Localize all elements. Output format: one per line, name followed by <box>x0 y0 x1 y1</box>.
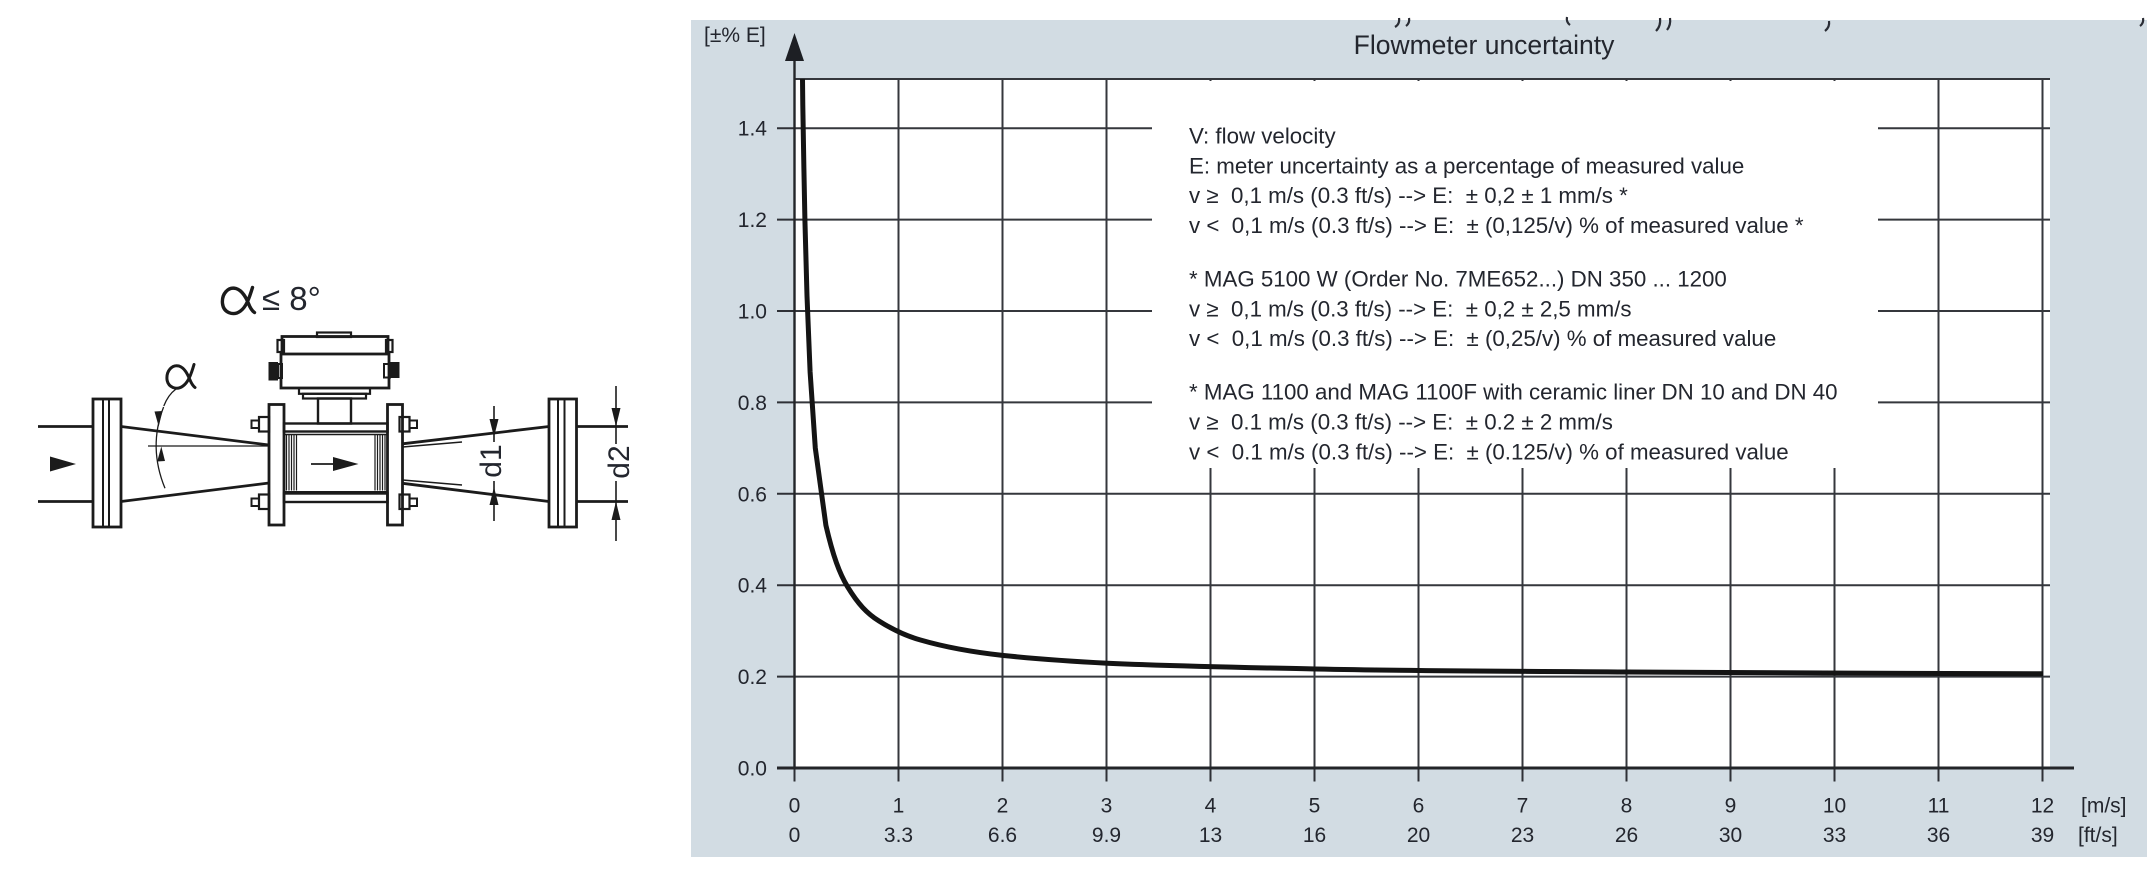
svg-text:6: 6 <box>1413 795 1425 818</box>
svg-text:0.4: 0.4 <box>738 575 768 598</box>
svg-text:0.0: 0.0 <box>738 758 767 781</box>
svg-text:1.2: 1.2 <box>738 209 767 232</box>
svg-text:v < 0.1 m/s (0.3 ft/s) --> E:: v < 0.1 m/s (0.3 ft/s) --> E: ± (0.125/v… <box>1189 439 1789 464</box>
svg-text:0.6: 0.6 <box>738 483 767 506</box>
svg-text:* MAG 1100 and MAG 1100F with: * MAG 1100 and MAG 1100F with ceramic li… <box>1189 380 1838 405</box>
svg-text:36: 36 <box>1927 824 1950 847</box>
svg-text:[ft/s]: [ft/s] <box>2078 824 2118 847</box>
svg-text:4: 4 <box>1205 795 1217 818</box>
svg-text:5: 5 <box>1309 795 1321 818</box>
svg-text:3.3: 3.3 <box>884 824 913 847</box>
svg-text:0: 0 <box>789 824 801 847</box>
svg-text:d2: d2 <box>603 445 636 478</box>
svg-text:7: 7 <box>1517 795 1529 818</box>
svg-text:V: flow velocity: V: flow velocity <box>1189 124 1336 149</box>
svg-text:30: 30 <box>1719 824 1742 847</box>
svg-text:Flowmeter uncertainty: Flowmeter uncertainty <box>1354 30 1615 60</box>
svg-text:1: 1 <box>893 795 905 818</box>
svg-text:20: 20 <box>1407 824 1430 847</box>
svg-text:v ≥ 0,1 m/s (0.3 ft/s) --> E:: v ≥ 0,1 m/s (0.3 ft/s) --> E: ± 0,2 ± 1 … <box>1189 183 1628 208</box>
svg-text:[m/s]: [m/s] <box>2081 795 2127 818</box>
svg-text:10: 10 <box>1823 795 1846 818</box>
svg-text:16: 16 <box>1303 824 1326 847</box>
svg-text:9.9: 9.9 <box>1092 824 1121 847</box>
svg-text:0.2: 0.2 <box>738 666 767 689</box>
svg-text:13: 13 <box>1199 824 1222 847</box>
svg-text:8: 8 <box>1621 795 1633 818</box>
svg-text:v ≥ 0.1 m/s (0.3 ft/s) --> E:: v ≥ 0.1 m/s (0.3 ft/s) --> E: ± 0.2 ± 2 … <box>1189 410 1613 435</box>
svg-text:9: 9 <box>1725 795 1737 818</box>
svg-text:1.0: 1.0 <box>738 301 767 324</box>
svg-text:≤ 8°: ≤ 8° <box>262 280 321 317</box>
svg-text:33: 33 <box>1823 824 1846 847</box>
svg-text:2: 2 <box>997 795 1009 818</box>
svg-text:v < 0,1 m/s (0.3 ft/s) --> E:: v < 0,1 m/s (0.3 ft/s) --> E: ± (0,25/v)… <box>1189 326 1776 351</box>
svg-text:12: 12 <box>2031 795 2054 818</box>
svg-text:E: meter uncertainty as a perc: E: meter uncertainty as a percentage of … <box>1189 153 1744 178</box>
svg-text:v < 0,1 m/s (0.3 ft/s) --> E:: v < 0,1 m/s (0.3 ft/s) --> E: ± (0,125/v… <box>1189 213 1804 238</box>
svg-text:26: 26 <box>1615 824 1638 847</box>
svg-text:* MAG 5100 W (Order No. 7ME652: * MAG 5100 W (Order No. 7ME652...) DN 35… <box>1189 267 1727 292</box>
svg-text:v ≥ 0,1 m/s (0.3 ft/s) --> E:: v ≥ 0,1 m/s (0.3 ft/s) --> E: ± 0,2 ± 2,… <box>1189 296 1632 321</box>
svg-text:1.4: 1.4 <box>738 118 768 141</box>
svg-text:11: 11 <box>1928 795 1950 818</box>
svg-text:d1: d1 <box>475 444 508 477</box>
svg-text:23: 23 <box>1511 824 1534 847</box>
svg-text:0: 0 <box>789 795 801 818</box>
svg-text:0.8: 0.8 <box>738 392 767 415</box>
svg-text:3: 3 <box>1101 795 1113 818</box>
svg-text:39: 39 <box>2031 824 2054 847</box>
svg-text:[±% E]: [±% E] <box>704 24 766 47</box>
svg-text:6.6: 6.6 <box>988 824 1017 847</box>
